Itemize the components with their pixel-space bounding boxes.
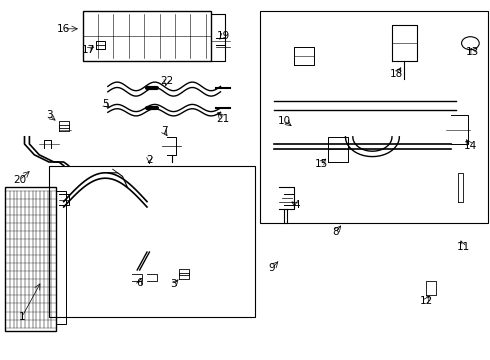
Text: 6: 6 [136, 278, 143, 288]
Text: 2: 2 [146, 155, 153, 165]
Bar [260, 11, 488, 223]
Text: 10: 10 [278, 116, 291, 126]
Text: 13: 13 [466, 47, 480, 57]
Text: 22: 22 [160, 76, 173, 86]
Text: 9: 9 [269, 263, 275, 273]
Text: 3: 3 [46, 110, 52, 120]
Text: 14: 14 [464, 141, 477, 151]
Bar [5, 187, 56, 331]
Text: 3: 3 [171, 279, 177, 289]
Bar [56, 191, 66, 324]
Text: 16: 16 [57, 24, 71, 34]
Text: 1: 1 [19, 312, 25, 322]
Text: 5: 5 [102, 99, 109, 109]
Bar [49, 166, 255, 317]
Text: 11: 11 [456, 242, 470, 252]
Text: 17: 17 [81, 45, 95, 55]
Text: 15: 15 [314, 159, 328, 169]
Text: 8: 8 [332, 227, 339, 237]
Text: 12: 12 [419, 296, 433, 306]
Text: 18: 18 [390, 69, 404, 79]
Text: 4: 4 [293, 200, 300, 210]
Text: 21: 21 [216, 114, 230, 124]
Bar [83, 11, 211, 61]
Text: 19: 19 [216, 31, 230, 41]
Text: 20: 20 [13, 175, 26, 185]
Text: 7: 7 [161, 126, 168, 136]
